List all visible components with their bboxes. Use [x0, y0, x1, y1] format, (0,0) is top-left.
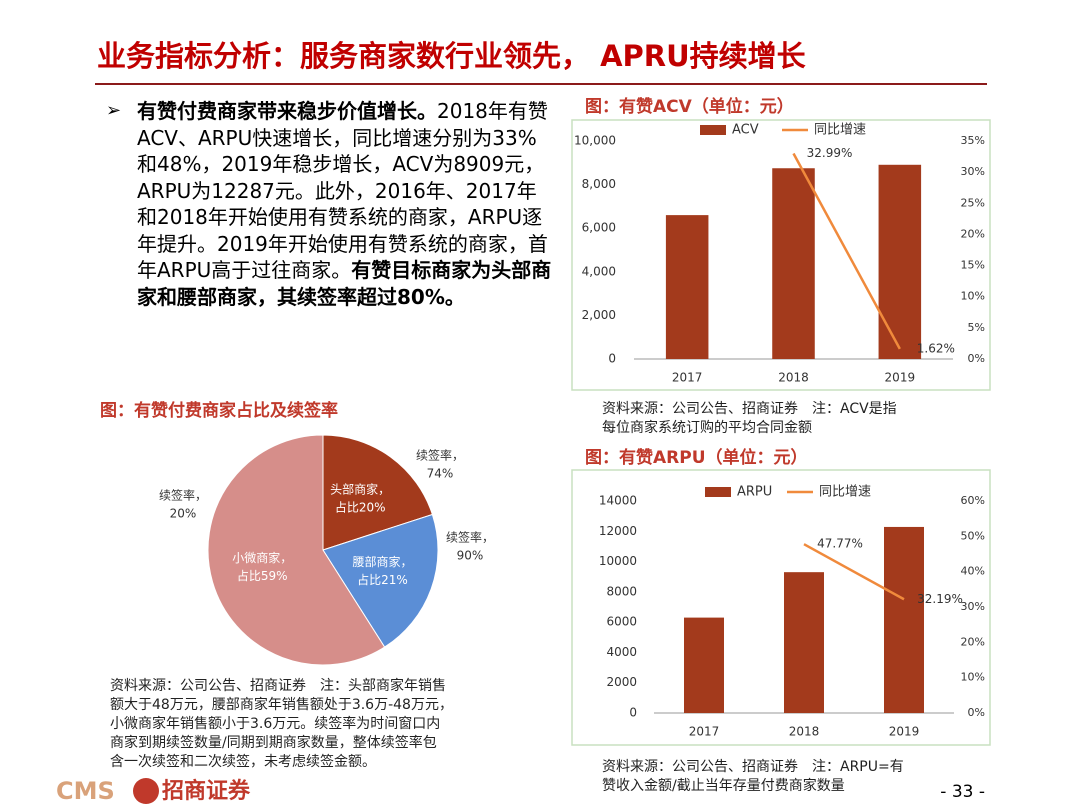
logo-icon: [133, 778, 159, 804]
x-tick-label: 2018: [778, 371, 809, 385]
bullet-run: 2018年有赞ACV、ARPU快速增长，同比增速分别为33%和48%，2019年…: [137, 99, 548, 282]
y2-tick-label: 40%: [961, 565, 985, 578]
chart-title: 图：有赞ACV（单位：元）: [585, 96, 794, 117]
y2-tick-label: 50%: [961, 529, 985, 542]
y-tick-label: 0: [608, 352, 616, 366]
y2-tick-label: 15%: [961, 259, 985, 272]
annotation: 续签率，: [446, 530, 494, 545]
y-tick-label: 4,000: [582, 264, 616, 278]
source-note: 商家到期续签数量/同期到期商家数量，整体续签率包: [110, 734, 437, 751]
slice-value-label: 占比59%: [237, 568, 288, 583]
slice-label: 小微商家，: [232, 550, 292, 565]
pie-slice: [207, 434, 386, 666]
bullet-marker: ➢: [106, 100, 122, 121]
line: [792, 152, 901, 350]
pie-slice: [322, 434, 434, 551]
source-note: 含一次续签和二次续签，未考虑续签金额。: [110, 753, 376, 770]
y2-tick-label: 0%: [968, 352, 985, 365]
x-tick-label: 2019: [889, 725, 920, 739]
source-note: 小微商家年销售额小于3.6万元。续签率为时间窗口内: [110, 715, 440, 732]
source-note: 资料来源：公司公告、招商证券 注：ACV是指: [602, 401, 897, 417]
data-label: 47.77%: [817, 537, 863, 551]
y2-tick-label: 35%: [961, 134, 985, 147]
y-tick-label: 8,000: [582, 177, 616, 191]
y2-tick-label: 5%: [968, 321, 985, 334]
annotation: 20%: [170, 507, 197, 521]
y-tick-label: 6000: [606, 615, 637, 629]
slide-title: 业务指标分析：服务商家数行业领先， APRU持续增长: [97, 39, 807, 73]
annotation: 续签率，: [159, 488, 207, 503]
bar: [784, 572, 824, 713]
bullet-run: 有赞目标商家为头部商家和腰部商家，其续签率超过80%。: [137, 258, 552, 309]
x-tick-label: 2017: [689, 725, 720, 739]
annotation: 续签率，: [416, 448, 464, 463]
bar: [884, 526, 924, 713]
bullet-text: 有赞付费商家带来稳步价值增长。2018年有赞ACV、ARPU快速增长，同比增速分…: [137, 98, 555, 310]
x-tick-label: 2019: [885, 371, 916, 385]
annotation: 74%: [427, 467, 454, 481]
y2-tick-label: 0%: [968, 706, 985, 719]
data-label: 32.99%: [807, 146, 853, 160]
y2-tick-label: 20%: [961, 227, 985, 240]
source-note: 每位商家系统订购的平均合同金额: [602, 419, 812, 436]
y2-tick-label: 20%: [961, 635, 985, 648]
x-tick-label: 2018: [789, 725, 820, 739]
legend-swatch: [705, 487, 731, 497]
chart-title: 图：有赞付费商家占比及续签率: [100, 400, 338, 421]
legend-label: ARPU: [737, 485, 772, 500]
y-tick-label: 8000: [606, 584, 637, 598]
bar: [772, 168, 815, 359]
bar: [878, 164, 922, 359]
legend-label: 同比增速: [819, 485, 871, 500]
x-tick-label: 2017: [672, 371, 703, 385]
y-tick-label: 0: [629, 706, 637, 720]
y-tick-label: 2,000: [582, 308, 616, 322]
pie-slice: [322, 513, 439, 648]
bar: [684, 617, 724, 713]
legend-swatch: [700, 125, 726, 135]
y2-tick-label: 30%: [961, 165, 985, 178]
slice-value-label: 占比20%: [335, 499, 386, 514]
y2-tick-label: 25%: [961, 196, 985, 209]
data-label: 1.62%: [917, 341, 955, 355]
legend-label: ACV: [732, 123, 759, 138]
bullet-run: 有赞付费商家带来稳步价值增长。: [137, 99, 437, 123]
slice-value-label: 占比21%: [357, 572, 408, 587]
logo: CMS: [56, 777, 115, 805]
y-tick-label: 10000: [599, 554, 637, 568]
y-tick-label: 12000: [599, 524, 637, 538]
brand: 招商证券: [162, 778, 251, 804]
annotation: 90%: [457, 549, 484, 563]
y2-tick-label: 30%: [961, 600, 985, 613]
chart-frame: [571, 119, 991, 391]
source-note: 资料来源：公司公告、招商证券 注：ARPU=有: [602, 759, 904, 775]
legend-label: 同比增速: [814, 123, 866, 138]
source-note: 赞收入金额/截止当年存量付费商家数量: [602, 777, 845, 794]
line: [803, 543, 905, 601]
source-note: 额大于48万元，腰部商家年销售额处于3.6万-48万元，: [110, 696, 453, 713]
slice-label: 头部商家，: [330, 481, 390, 496]
data-label: 32.19%: [917, 592, 963, 606]
chart-title: 图：有赞ARPU（单位：元）: [585, 447, 808, 468]
y-tick-label: 4000: [606, 645, 637, 659]
bar: [665, 215, 709, 359]
y2-tick-label: 60%: [961, 494, 985, 507]
y-tick-label: 10,000: [574, 134, 616, 148]
page-number: - 33 -: [940, 782, 985, 802]
y-tick-label: 14000: [599, 494, 637, 508]
chart-frame: [571, 469, 991, 746]
y-tick-label: 2000: [606, 675, 637, 689]
slice-label: 腰部商家，: [353, 554, 413, 569]
y2-tick-label: 10%: [961, 290, 985, 303]
y-tick-label: 6,000: [582, 221, 616, 235]
source-note: 资料来源：公司公告、招商证券 注：头部商家年销售: [110, 677, 446, 694]
y2-tick-label: 10%: [961, 671, 985, 684]
